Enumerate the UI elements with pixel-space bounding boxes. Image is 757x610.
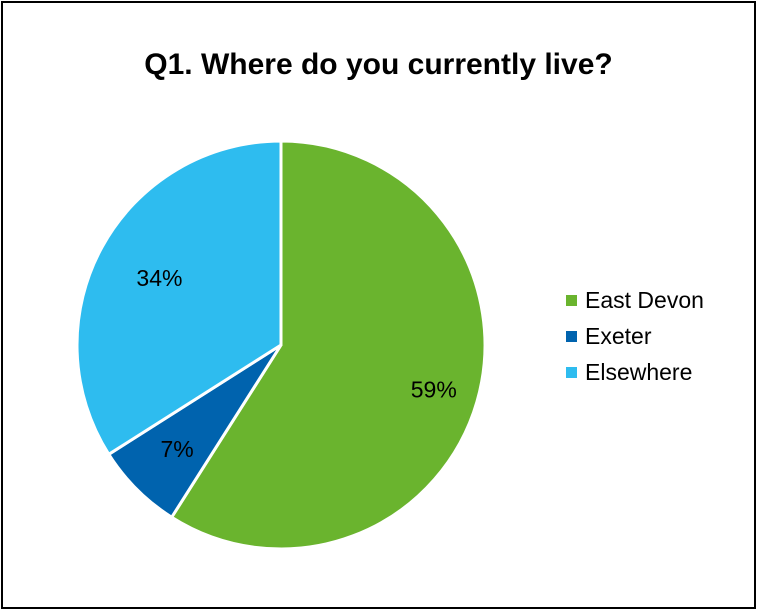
legend-swatch xyxy=(566,366,577,378)
legend-label: Elsewhere xyxy=(585,358,693,385)
legend-item-east-devon: East Devon xyxy=(566,282,704,318)
data-label-elsewhere: 34% xyxy=(136,265,182,291)
pie-slices xyxy=(75,139,487,551)
data-label-exeter: 7% xyxy=(161,436,194,462)
legend-swatch xyxy=(566,330,577,342)
legend: East Devon Exeter Elsewhere xyxy=(566,282,704,390)
legend-item-elsewhere: Elsewhere xyxy=(566,354,704,390)
chart-title: Q1. Where do you currently live? xyxy=(144,48,613,81)
pie-slice-east-devon xyxy=(170,139,487,551)
legend-swatch xyxy=(566,294,577,306)
legend-label: East Devon xyxy=(585,286,704,313)
legend-item-exeter: Exeter xyxy=(566,318,704,354)
data-label-east-devon: 59% xyxy=(411,376,457,402)
legend-label: Exeter xyxy=(585,322,652,349)
data-labels: 59% 7% 34% xyxy=(136,265,456,462)
pie-slice-elsewhere xyxy=(75,139,283,456)
